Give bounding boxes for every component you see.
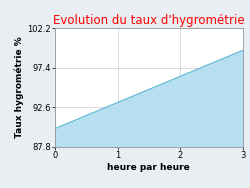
X-axis label: heure par heure: heure par heure (108, 163, 190, 172)
Y-axis label: Taux hygrométrie %: Taux hygrométrie % (15, 36, 24, 138)
Title: Evolution du taux d'hygrométrie: Evolution du taux d'hygrométrie (53, 14, 244, 27)
